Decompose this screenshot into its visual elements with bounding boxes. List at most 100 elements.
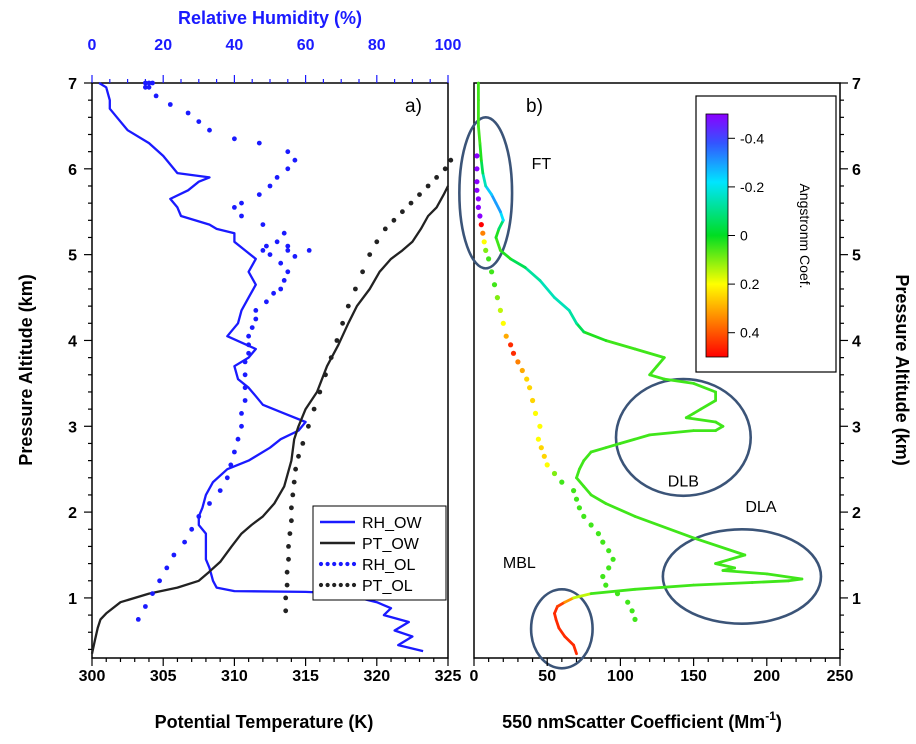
series-segment-solid bbox=[575, 476, 586, 488]
series-point-rh-ol bbox=[242, 385, 248, 391]
y-tick-label: 6 bbox=[68, 162, 77, 179]
series-segment-solid bbox=[490, 193, 498, 205]
series-segment-solid bbox=[633, 583, 695, 591]
series-point-rh-ol bbox=[232, 449, 237, 455]
series-segment-solid bbox=[494, 236, 502, 252]
series-point-dotted bbox=[576, 505, 583, 511]
series-point-dotted bbox=[573, 496, 580, 502]
series-point-pt-ol bbox=[323, 372, 328, 378]
series-point-rh-ol bbox=[239, 411, 244, 416]
series-point-pt-ol bbox=[283, 595, 289, 601]
series-point-rh-ol bbox=[239, 423, 244, 429]
y-tick-label: 7 bbox=[852, 76, 861, 93]
series-segment-solid bbox=[692, 536, 747, 557]
series-point-dotted bbox=[494, 295, 500, 301]
series-point-rh-ol bbox=[285, 149, 291, 155]
series-point-rh-ol bbox=[164, 565, 170, 571]
series-point-pt-ol bbox=[289, 505, 294, 511]
series-segment-solid bbox=[648, 373, 666, 381]
colorbar-tick-label: 0.4 bbox=[740, 325, 760, 341]
series-segment-solid bbox=[575, 321, 586, 334]
series-point-dotted bbox=[532, 410, 539, 416]
series-point-dotted bbox=[559, 479, 565, 485]
series-point-rh-ol bbox=[143, 604, 148, 609]
colorbar-tick-label: -0.4 bbox=[740, 130, 764, 146]
series-segment-solid bbox=[582, 330, 608, 342]
series-point-pt-ol bbox=[317, 389, 323, 395]
series-point-pt-ol bbox=[434, 175, 439, 180]
series-point-dotted bbox=[538, 445, 544, 451]
series-point-rh-ol bbox=[167, 102, 173, 107]
annotation-ft: FT bbox=[532, 156, 552, 173]
series-point-dotted bbox=[595, 531, 602, 537]
series-point-rh-ol bbox=[239, 200, 244, 206]
y-tick-label: 4 bbox=[852, 333, 861, 350]
x-tick-label: 300 bbox=[79, 668, 106, 685]
series-point-pt-ol bbox=[289, 518, 294, 524]
series-line-pt-ow bbox=[90, 185, 450, 654]
series-point-dotted bbox=[606, 565, 612, 571]
legend-label-rh-ol: RH_OL bbox=[362, 557, 415, 574]
series-segment-solid bbox=[484, 184, 494, 197]
series-segment-solid bbox=[714, 562, 736, 570]
y-tick-label: 3 bbox=[852, 419, 861, 436]
series-point-pt-ol bbox=[311, 406, 317, 412]
series-segment-solid bbox=[498, 210, 505, 222]
series-point-dotted bbox=[606, 548, 612, 554]
series-segment-solid bbox=[556, 600, 567, 608]
series-point-rh-ol bbox=[260, 248, 266, 253]
series-segment-solid bbox=[684, 416, 717, 424]
y-tick-label: 4 bbox=[68, 333, 77, 350]
colorbar-tick-label: 0 bbox=[740, 228, 748, 244]
series-point-dotted bbox=[632, 616, 638, 623]
series-point-dotted bbox=[571, 488, 577, 494]
series-point-rh-ol bbox=[285, 248, 291, 253]
x2-tick-label: 80 bbox=[368, 37, 386, 54]
series-point-rh-ol bbox=[146, 80, 152, 86]
series-point-dotted bbox=[603, 582, 609, 588]
panel-b-bottom-axis: 0 50 100 150 200 250 bbox=[470, 658, 854, 685]
series-point-rh-ol bbox=[267, 183, 273, 189]
colorbar-ticks: -0.4 -0.2 0 0.2 0.4 bbox=[728, 130, 764, 341]
series-point-rh-ol bbox=[224, 475, 230, 481]
series-point-rh-ol bbox=[274, 175, 280, 180]
series-segment-solid bbox=[494, 227, 501, 239]
series-point-pt-ol bbox=[353, 286, 358, 292]
series-point-dotted bbox=[588, 522, 594, 528]
series-point-dotted bbox=[475, 196, 481, 202]
series-segment-solid bbox=[765, 572, 804, 581]
series-point-pt-ol bbox=[286, 544, 291, 549]
series-point-pt-ol bbox=[345, 303, 351, 309]
x-tick-label: 250 bbox=[827, 668, 854, 685]
series-point-rh-ol bbox=[157, 578, 163, 584]
series-segment-solid bbox=[714, 420, 725, 428]
series-point-rh-ol bbox=[228, 462, 234, 468]
panel-b-x-axis-title-end: ) bbox=[776, 712, 782, 732]
series-point-pt-ol bbox=[340, 320, 345, 326]
series-segment-solid bbox=[572, 643, 578, 656]
series-point-dotted bbox=[515, 359, 521, 365]
panel-b-y-axis-title: Pressure Altitude (km) bbox=[892, 274, 912, 465]
annotation-mbl: MBL bbox=[503, 555, 536, 572]
annotation-dlb: DLB bbox=[668, 473, 699, 490]
series-point-pt-ol bbox=[284, 582, 290, 588]
series-point-pt-ol bbox=[306, 423, 311, 429]
x-tick-label: 325 bbox=[435, 668, 462, 685]
series-point-pt-ol bbox=[367, 252, 373, 257]
series-point-dotted bbox=[600, 539, 606, 545]
series-point-dotted bbox=[478, 222, 484, 228]
legend-label-pt-ol: PT_OL bbox=[362, 578, 413, 595]
series-point-dotted bbox=[541, 453, 547, 459]
y-tick-label: 2 bbox=[68, 505, 77, 522]
series-segment-solid bbox=[563, 596, 575, 604]
series-segment-solid bbox=[478, 141, 483, 162]
x2-tick-label: 0 bbox=[88, 37, 97, 54]
series-point-rh-ol bbox=[207, 127, 212, 133]
legend-entry-rh-ow: RH_OW bbox=[320, 515, 422, 532]
series-point-rh-ol bbox=[232, 205, 237, 210]
series-point-rh-ol bbox=[242, 372, 248, 378]
series-segment-solid bbox=[721, 569, 769, 576]
colorbar: -0.4 -0.2 0 0.2 0.4 Angstronm Coef. bbox=[695, 95, 837, 373]
x2-tick-label: 100 bbox=[435, 37, 462, 54]
